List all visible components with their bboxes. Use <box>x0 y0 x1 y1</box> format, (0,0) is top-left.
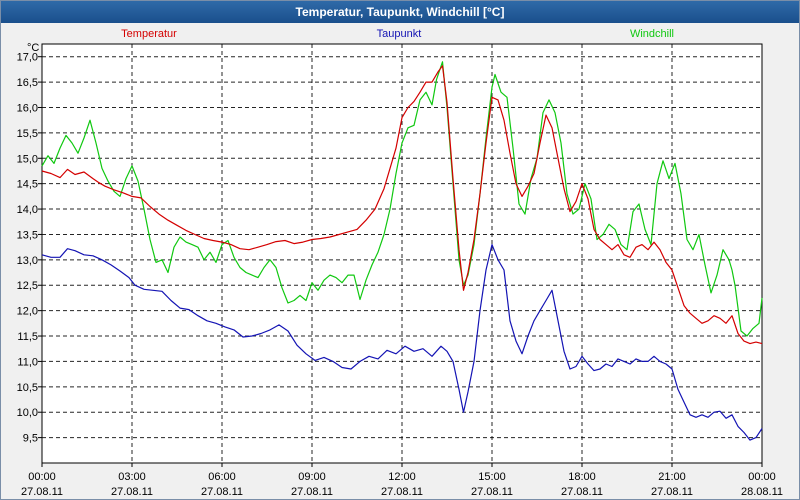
x-tick-time: 09:00 <box>298 471 326 483</box>
y-tick-label: 15,0 <box>17 153 38 165</box>
x-tick-time: 18:00 <box>568 471 596 483</box>
x-tick-date: 27.08.11 <box>111 486 153 498</box>
y-tick-label: 11,5 <box>17 331 38 343</box>
x-tick-time: 15:00 <box>478 471 506 483</box>
y-tick-label: 10,5 <box>17 382 38 394</box>
y-tick-label: 16,5 <box>17 77 38 89</box>
x-tick-time: 00:00 <box>748 471 776 483</box>
y-axis-unit: °C <box>27 42 39 54</box>
y-tick-label: 15,5 <box>17 128 38 140</box>
x-tick-date: 27.08.11 <box>21 486 63 498</box>
legend-item-windchill: Windchill <box>630 28 674 40</box>
y-tick-label: 10,0 <box>17 407 38 419</box>
legend-item-temperatur: Temperatur <box>121 28 177 40</box>
x-axis: 00:00 27.08.11 03:00 27.08.11 06:00 27.08.11 0… <box>21 463 783 498</box>
x-tick-time: 12:00 <box>388 471 416 483</box>
x-tick-date: 27.08.11 <box>471 486 513 498</box>
grid-layer <box>42 44 762 463</box>
y-tick-label: 12,0 <box>17 306 38 318</box>
y-tick-label: 9,5 <box>23 433 38 445</box>
x-tick-time: 06:00 <box>208 471 236 483</box>
x-tick-date: 27.08.11 <box>381 486 423 498</box>
chart-title: Temperatur, Taupunkt, Windchill [°C] <box>1 1 799 23</box>
x-tick-time: 00:00 <box>28 471 56 483</box>
y-tick-label: 11,0 <box>17 356 38 368</box>
y-tick-label: 13,5 <box>17 229 38 241</box>
series-layer <box>41 61 763 441</box>
x-tick-date: 27.08.11 <box>291 486 333 498</box>
y-tick-label: 14,5 <box>17 179 38 191</box>
legend-item-taupunkt: Taupunkt <box>377 28 422 40</box>
series-line-taupunkt <box>41 244 763 441</box>
x-tick-time: 21:00 <box>658 471 686 483</box>
x-tick-date: 28.08.11 <box>741 486 783 498</box>
x-tick-time: 03:00 <box>118 471 146 483</box>
y-tick-label: 12,5 <box>17 280 38 292</box>
series-line-windchill <box>41 61 763 337</box>
y-tick-label: 14,0 <box>17 204 38 216</box>
legend: Temperatur Taupunkt Windchill <box>121 28 674 40</box>
plot-area <box>41 43 763 464</box>
x-tick-date: 27.08.11 <box>651 486 693 498</box>
x-tick-date: 27.08.11 <box>561 486 603 498</box>
y-tick-label: 16,0 <box>17 102 38 114</box>
x-tick-date: 27.08.11 <box>201 486 243 498</box>
series-line-temperatur <box>41 65 763 345</box>
y-tick-label: 17,0 <box>17 52 38 64</box>
y-tick-label: 13,0 <box>17 255 38 267</box>
y-axis: 9,5 10,0 10,5 11,0 11,5 12,0 12,5 13,0 13,5 14,0 1… <box>17 52 42 445</box>
